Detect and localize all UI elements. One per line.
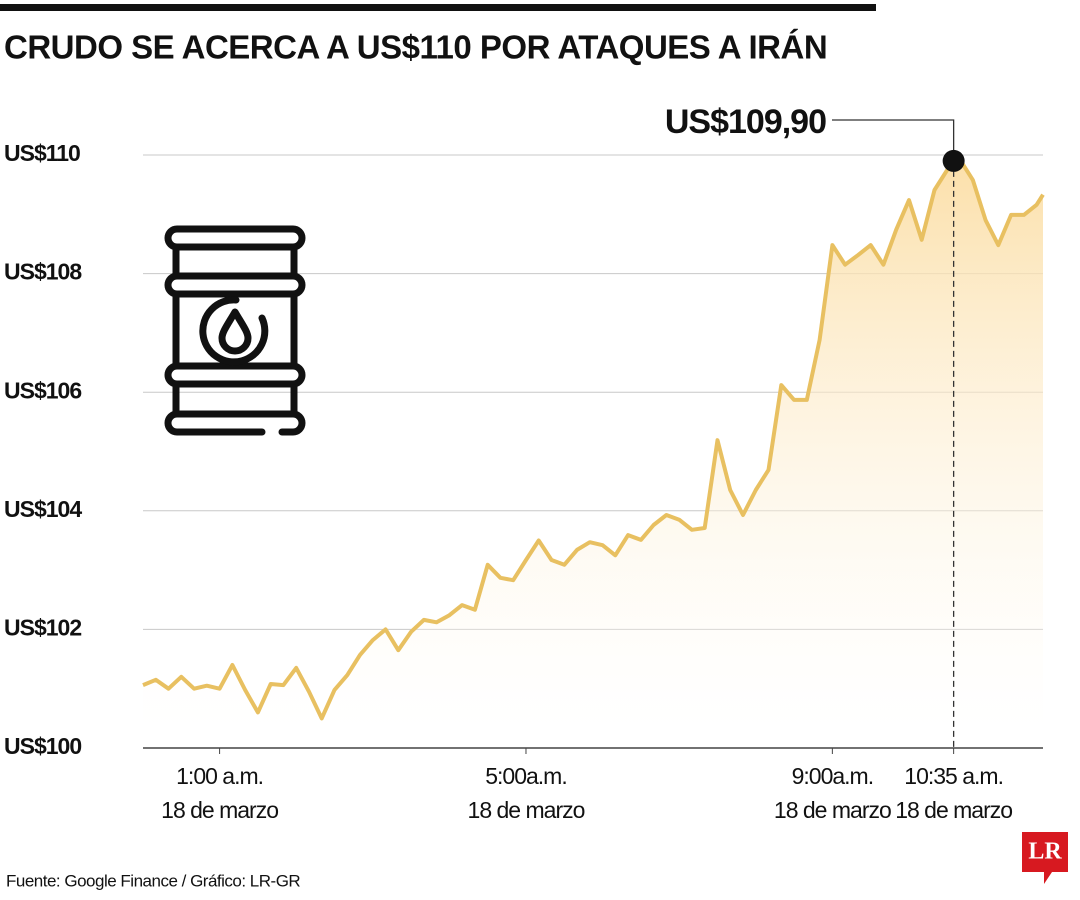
y-tick-label: US$102: [4, 614, 81, 640]
y-tick-label: US$100: [4, 733, 81, 759]
top-rule: [0, 4, 876, 11]
source-note: Fuente: Google Finance / Gráfico: LR-GR: [6, 871, 300, 890]
x-tick-label: 18 de marzo: [774, 797, 891, 823]
logo-text: LR: [1028, 839, 1062, 865]
x-tick-label: 18 de marzo: [161, 797, 278, 823]
logo: LR: [1022, 832, 1068, 884]
x-tick-label: 5:00a.m.: [485, 763, 567, 789]
x-tick-label: 18 de marzo: [468, 797, 585, 823]
annotation-marker: [942, 149, 965, 172]
annotation-label: US$109,90: [665, 103, 826, 141]
y-tick-label: US$110: [4, 140, 80, 166]
area-fill: [143, 159, 1043, 730]
y-tick-label: US$104: [4, 496, 82, 522]
y-tick-label: US$106: [4, 377, 81, 403]
y-tick-label: US$108: [4, 259, 82, 285]
annotation-leader: [832, 119, 955, 161]
plot: [142, 157, 1045, 730]
barrel-icon: [164, 225, 306, 436]
x-tick-label: 9:00a.m.: [792, 763, 874, 789]
chart-title: CRUDO SE ACERCA A US$110 POR ATAQUES A I…: [4, 29, 827, 66]
x-tick-label: 1:00 a.m.: [176, 763, 263, 789]
x-tick-label: 10:35 a.m.: [904, 763, 1003, 789]
price-line: [142, 157, 1045, 721]
x-tick-label: 18 de marzo: [895, 797, 1012, 823]
